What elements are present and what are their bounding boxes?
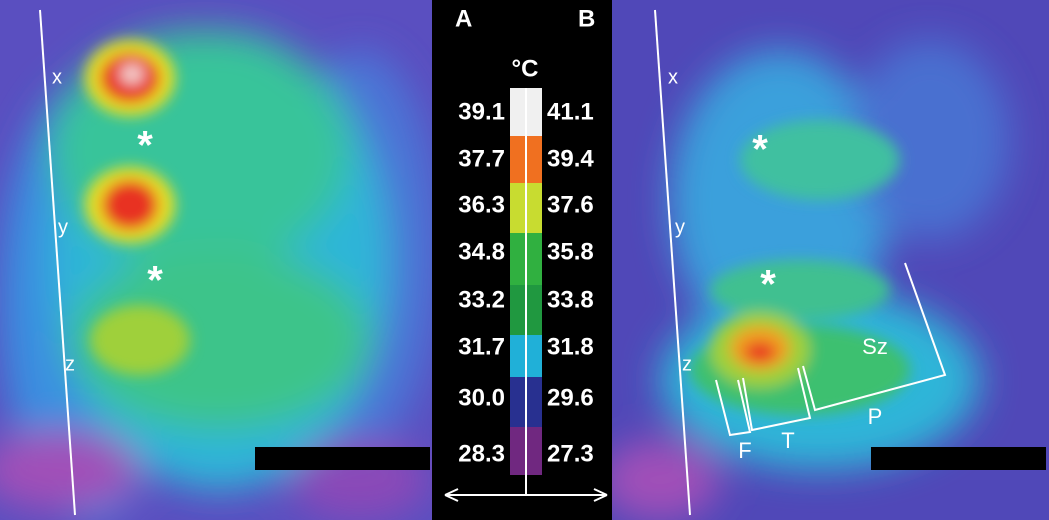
scale-label: 29.6 (547, 384, 594, 411)
unit-label: °C (512, 55, 539, 82)
scale-label: 36.3 (458, 191, 505, 218)
panel-label: A (455, 5, 472, 32)
scale-label: 33.8 (547, 286, 594, 313)
scale-label: 34.8 (458, 238, 505, 265)
zone-label: F (738, 438, 751, 463)
marker: * (137, 124, 153, 168)
scale-label: 28.3 (458, 440, 505, 467)
zone-label: P (868, 404, 883, 429)
marker: y (58, 216, 68, 238)
scale-label: 41.1 (547, 98, 594, 125)
scale-label: 30.0 (458, 384, 505, 411)
scale-label: 39.4 (547, 145, 594, 172)
scale-label: 35.8 (547, 238, 594, 265)
marker: * (760, 263, 776, 307)
scale-label: 31.8 (547, 333, 594, 360)
figure: A B °C 39.1 37.7 36.3 34.8 33.2 31.7 30.0 28.3 4… (0, 0, 1049, 520)
marker: x (668, 66, 678, 88)
zone-label: T (781, 428, 794, 453)
scale-label: 39.1 (458, 98, 505, 125)
marker: * (147, 259, 163, 303)
marker: * (752, 128, 768, 172)
scale-label: 37.7 (458, 145, 505, 172)
marker: x (52, 66, 62, 88)
thermal-image-a (0, 0, 440, 520)
marker: y (675, 216, 685, 238)
scale-label: 27.3 (547, 440, 594, 467)
scale-label: 31.7 (458, 333, 505, 360)
panel-label: B (578, 5, 595, 32)
scale-label: 37.6 (547, 191, 594, 218)
marker: z (682, 353, 692, 375)
zone-label: Sz (862, 334, 888, 359)
marker: z (65, 353, 75, 375)
scale-label: 33.2 (458, 286, 505, 313)
